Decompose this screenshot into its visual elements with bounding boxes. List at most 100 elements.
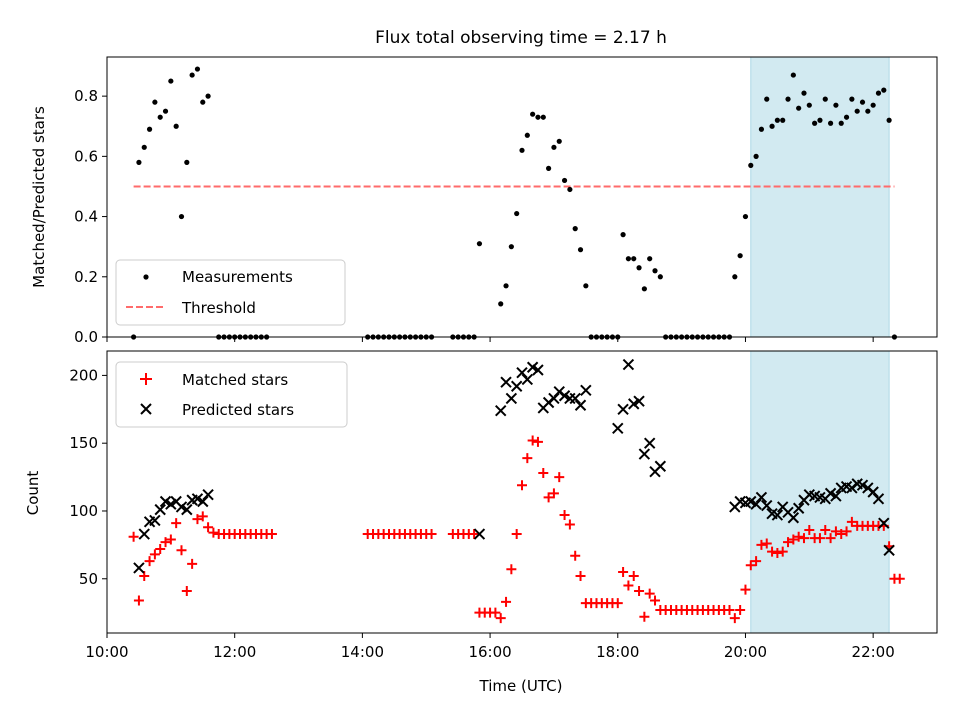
matched-star-point [894, 573, 905, 584]
chart-title: Flux total observing time = 2.17 h [375, 28, 667, 48]
measurement-point [205, 93, 211, 99]
matched-star-point [538, 468, 549, 479]
matched-star-point [767, 546, 778, 557]
top-panel: 0.0 0.2 0.4 0.6 0.8 Flux total observing tim… [30, 28, 938, 346]
predicted-star-point [532, 364, 544, 376]
matched-star-point [788, 534, 799, 545]
legend-predicted-marker [140, 403, 152, 415]
matched-star-point [628, 571, 639, 582]
x-tick-label: 16:00 [468, 643, 511, 661]
predicted-star-point [643, 437, 656, 449]
measurement-point [476, 241, 483, 247]
measurement-point [583, 283, 589, 289]
predicted-star-point [569, 392, 581, 405]
predicted-star-point [617, 403, 629, 416]
matched-star-point [639, 611, 650, 622]
top-y-ticks: 0.0 0.2 0.4 0.6 0.8 [74, 87, 107, 346]
measurement-point [567, 186, 573, 193]
matched-star-point [575, 571, 586, 582]
measurement-point [551, 144, 557, 150]
predicted-star-point [761, 499, 773, 512]
bottom-legend-box [115, 361, 348, 428]
measurement-point [636, 265, 642, 271]
measurement-point [561, 177, 568, 184]
bottom-x-ticks: 10:00 12:00 14:00 16:00 18:00 20:00 22:00 [85, 633, 895, 661]
predicted-star-point [149, 514, 161, 527]
bottom-panel: 50 100 150 200 10:00 12:00 14:00 16:00 18:00 20:… [24, 350, 938, 695]
measurement-point [742, 213, 749, 220]
matched-star-point [506, 564, 517, 575]
bottom-legend: Matched stars Predicted stars [115, 361, 348, 428]
matched-star-point [729, 613, 740, 624]
predicted-star-point [878, 517, 890, 529]
measurement-point [157, 114, 163, 120]
matched-star-point [564, 519, 575, 530]
matched-star-point [559, 510, 570, 521]
matched-star-point [772, 548, 783, 559]
x-tick-label: 14:00 [341, 643, 384, 661]
predicted-star-point [830, 490, 842, 502]
predicted-star-point [792, 502, 805, 514]
x-tick-label: 18:00 [596, 643, 639, 661]
measurement-point [620, 232, 626, 238]
matched-star-point [128, 531, 139, 542]
matched-star-point [160, 537, 171, 548]
measurement-point [865, 108, 871, 114]
predicted-star-point [138, 528, 150, 540]
matched-star-point [798, 533, 809, 544]
matched-star-point [623, 580, 634, 591]
measurement-point [162, 108, 169, 114]
measurement-point [764, 96, 770, 102]
matched-star-point [836, 529, 847, 540]
predicted-star-point [580, 384, 592, 397]
measurement-point [189, 72, 195, 78]
matched-star-point [532, 436, 543, 447]
x-axis-label: Time (UTC) [479, 677, 563, 695]
predicted-star-point [787, 512, 800, 524]
measurement-point [774, 117, 780, 123]
measurement-point [737, 253, 743, 259]
matched-star-point [650, 595, 661, 606]
predicted-star-point [654, 460, 667, 472]
measurement-point [859, 99, 866, 105]
measurement-point [785, 96, 791, 102]
matched-star-point [192, 514, 203, 525]
y-tick-label: 0.0 [74, 328, 98, 346]
bottom-y-ticks: 50 100 150 200 [69, 366, 107, 588]
matched-star-point [155, 543, 166, 554]
measurement-point [152, 99, 158, 105]
measurement-point [833, 102, 839, 108]
y-tick-label: 50 [79, 570, 98, 588]
y-tick-label: 200 [69, 366, 98, 384]
measurement-point [748, 162, 754, 168]
measurement-point [732, 274, 738, 280]
matched-star-point [783, 537, 794, 548]
y-tick-label: 0.4 [74, 208, 98, 226]
measurement-point [769, 123, 775, 129]
matched-star-point [820, 524, 831, 535]
matched-star-point [203, 522, 214, 533]
legend-matched-label: Matched stars [182, 371, 288, 389]
measurement-point [498, 301, 504, 307]
predicted-star-point [154, 503, 166, 516]
matched-star-point [777, 546, 788, 557]
predicted-star-point [633, 395, 645, 407]
predicted-star-point [638, 448, 651, 460]
predicted-star-point [516, 366, 528, 379]
predicted-star-point [181, 503, 193, 516]
measurement-point [540, 114, 546, 120]
measurement-point [546, 165, 552, 171]
measurement-point [556, 138, 562, 144]
predicted-star-point [510, 380, 523, 392]
measurement-point [790, 72, 796, 78]
measurement-point [641, 286, 647, 292]
matched-star-point [144, 556, 155, 567]
matched-star-point [176, 545, 187, 556]
matched-star-point [527, 435, 538, 446]
measurement-point [519, 147, 525, 153]
measurement-point [838, 120, 844, 126]
matched-star-point [171, 518, 182, 529]
matched-star-point [846, 516, 857, 527]
